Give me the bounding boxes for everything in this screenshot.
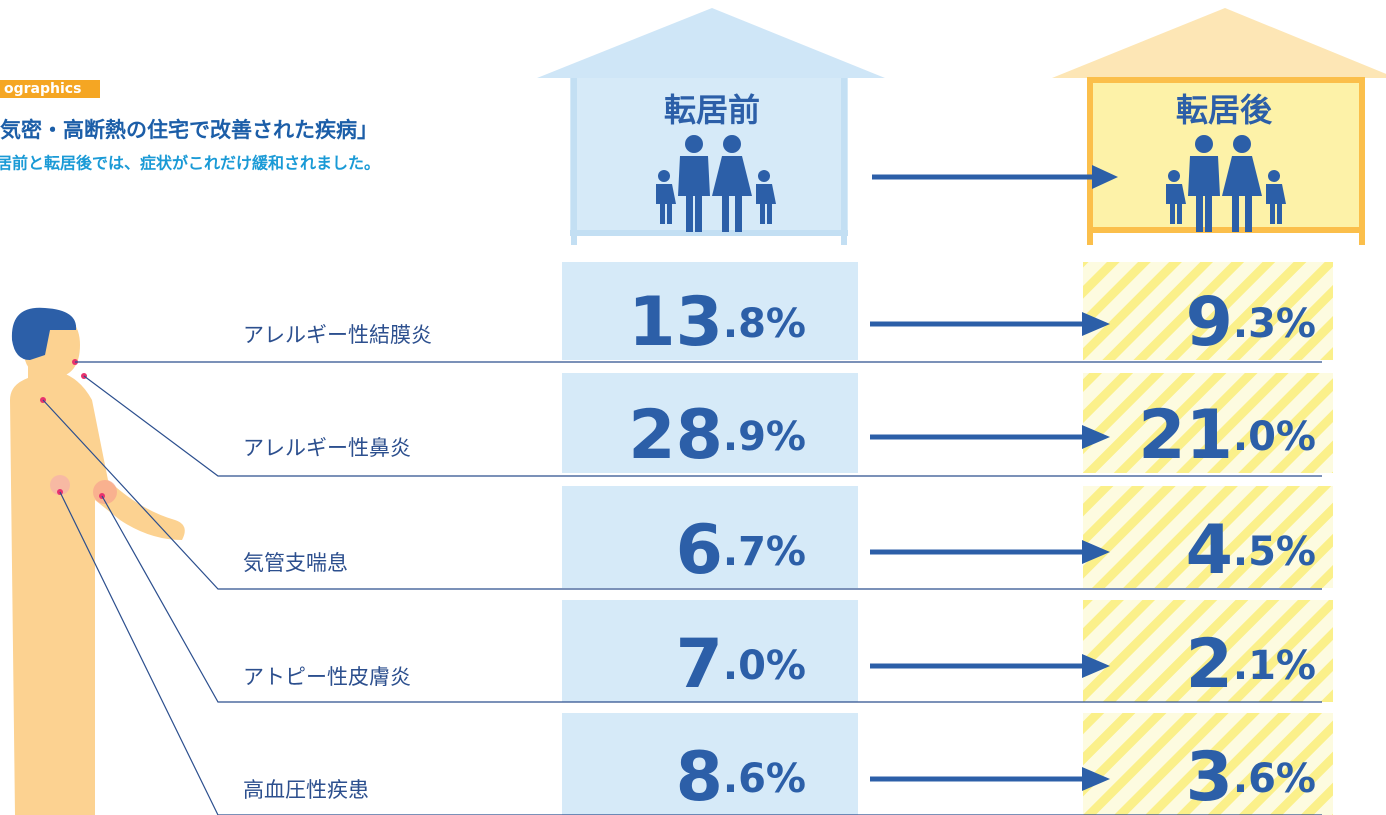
before-cell [562,373,858,473]
arrow-head [1082,767,1110,791]
disease-label: アレルギー性鼻炎 [243,436,411,460]
tag-bg [0,80,100,98]
house-label: 転居前 [664,91,760,129]
before-value: 8.6% [676,738,806,815]
after-value: 21.0% [1138,396,1316,475]
disease-label: アトピー性皮膚炎 [243,665,411,689]
before-value: 28.9% [628,396,806,475]
disease-label: 気管支喘息 [243,551,348,575]
arrow-head [1082,425,1110,449]
arrow-head [1082,312,1110,336]
after-cell [1083,486,1333,588]
after-value: 3.6% [1186,738,1316,815]
arrow-head [1082,540,1110,564]
before-value: 6.7% [676,511,806,590]
roof-before [537,8,885,78]
title: 気密・高断熱の住宅で改善された疾病」 [0,118,378,142]
after-cell [1083,262,1333,360]
person [10,307,1322,815]
disease-label: 高血圧性疾患 [243,778,369,802]
before-cell [562,713,858,815]
house-before [570,78,848,233]
before-cell [562,486,858,588]
after-cell [1083,600,1333,702]
after-value: 2.1% [1186,625,1316,704]
after-cell [1083,373,1333,473]
arrow-head [1082,654,1110,678]
after-value: 4.5% [1186,511,1316,590]
after-value: 9.3% [1186,283,1316,362]
roof-after [1052,8,1386,78]
before-value: 7.0% [676,625,806,704]
tag: ographics [4,81,81,97]
house-label: 転居後 [1176,91,1273,129]
disease-label: アレルギー性結膜炎 [243,323,432,347]
before-cell [562,600,858,702]
subtitle: 居前と転居後では、症状がこれだけ緩和されました。 [0,154,380,173]
before-cell [562,262,858,360]
after-cell [1083,713,1333,815]
before-value: 13.8% [628,283,806,362]
house-after [1087,77,1365,233]
